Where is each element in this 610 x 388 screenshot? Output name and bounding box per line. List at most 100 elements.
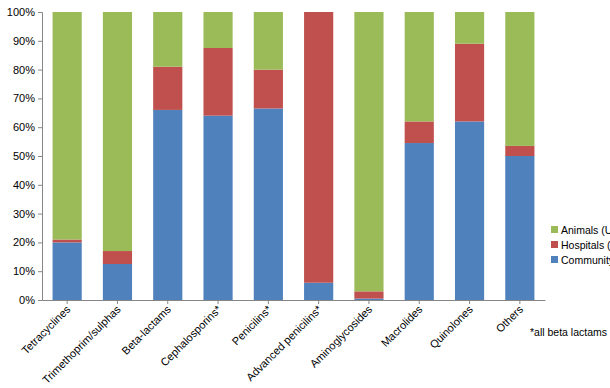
bar [354, 299, 383, 300]
tick-mark [419, 300, 420, 304]
tick: Beta-lactams [119, 300, 173, 357]
x-axis: TetracyclinesTrimethoprim/sulphasBeta-la… [19, 300, 545, 386]
tick: Trimethoprim/sulphas [40, 300, 123, 386]
tick-mark [38, 185, 42, 186]
bar [103, 251, 132, 264]
tick-label: Penicilins* [229, 302, 274, 347]
legend-item: Hospitals (E, W) [551, 239, 610, 251]
legend: Animals (UK) Hospitals (E, W) Community (U… [551, 224, 610, 266]
tick-mark [519, 300, 520, 304]
tick: 30% [13, 208, 42, 220]
annotation: *all beta lactams [530, 326, 607, 338]
bar [254, 12, 283, 70]
bar [53, 242, 82, 300]
legend-label: Animals (UK) [561, 224, 610, 236]
tick-label: Cephalosporins* [158, 302, 224, 368]
tick-mark [117, 300, 118, 304]
tick-label: 90% [13, 35, 35, 47]
bar [304, 283, 333, 300]
tick-label: Others [493, 303, 525, 335]
bar [455, 121, 484, 300]
tick-mark [469, 300, 470, 304]
tick: 100% [7, 6, 42, 18]
tick-label: Advanced penicilins* [244, 302, 325, 383]
tick-mark [38, 156, 42, 157]
tick-mark [318, 300, 319, 304]
bar [505, 156, 534, 300]
tick-mark [38, 242, 42, 243]
tick-label: Aminoglycosides [308, 303, 375, 370]
tick: 50% [13, 150, 42, 162]
tick-mark [38, 214, 42, 215]
bar [53, 240, 82, 243]
tick-mark [218, 300, 219, 304]
tick-mark [67, 300, 68, 304]
bar [153, 12, 182, 67]
tick-mark [167, 300, 168, 304]
legend-swatch [551, 256, 558, 263]
tick: 40% [13, 179, 42, 191]
tick-mark [38, 127, 42, 128]
tick-label: 80% [13, 64, 35, 76]
bar [254, 108, 283, 300]
tick-label: 100% [7, 6, 35, 18]
tick: 60% [13, 121, 42, 133]
tick-label: Quinolones [427, 303, 475, 351]
tick: Others [493, 300, 525, 335]
tick: Macrolides [379, 300, 425, 349]
y-axis: 0% 10% 20% 30% 40% 50% 60% 70% 80% 90% 100% [7, 6, 43, 306]
tick-mark [38, 271, 42, 272]
tick: 0% [19, 294, 42, 306]
series [53, 12, 535, 299]
bar [103, 12, 132, 251]
axis-line [38, 13, 43, 301]
tick: Tetracyclines [19, 300, 73, 356]
bar [203, 48, 232, 116]
tick-mark [38, 98, 42, 99]
tick: Advanced penicilins* [244, 300, 325, 383]
tick: Quinolones [427, 300, 475, 351]
chart: 0% 10% 20% 30% 40% 50% 60% 70% 80% 90% 100% Tetracy… [0, 0, 610, 388]
legend-label: Community (UK) [561, 254, 610, 266]
tick-label: 10% [13, 265, 35, 277]
bar [505, 12, 534, 146]
bar [153, 67, 182, 110]
tick-label: 40% [13, 179, 35, 191]
tick-label: Beta-lactams [119, 303, 173, 357]
bar [505, 146, 534, 156]
bar [304, 12, 333, 13]
bar [203, 12, 232, 48]
bar [455, 12, 484, 44]
tick-mark [268, 300, 269, 304]
tick-mark [38, 300, 42, 301]
legend-item: Animals (UK) [551, 224, 610, 236]
tick-label: 60% [13, 121, 35, 133]
legend-swatch [551, 226, 558, 233]
plot: 0% 10% 20% 30% 40% 50% 60% 70% 80% 90% 100% Tetracy… [7, 6, 546, 386]
tick: Penicilins* [229, 300, 274, 347]
tick-label: 30% [13, 208, 35, 220]
tick-mark [368, 300, 369, 304]
tick: Aminoglycosides [308, 300, 375, 370]
tick-label: 20% [13, 236, 35, 248]
tick-label: 70% [13, 92, 35, 104]
tick: 10% [13, 265, 42, 277]
tick-label: 50% [13, 150, 35, 162]
bar [153, 110, 182, 300]
bar [203, 116, 232, 300]
tick: 90% [13, 35, 42, 47]
bar [254, 70, 283, 109]
tick-label: Macrolides [379, 303, 425, 349]
bar [405, 121, 434, 143]
tick-label: Trimethoprim/sulphas [40, 303, 123, 386]
bar [405, 12, 434, 121]
tick: 80% [13, 64, 42, 76]
tick: 70% [13, 92, 42, 104]
bar [354, 12, 383, 291]
legend-swatch [551, 241, 558, 248]
series [53, 12, 535, 291]
bars [53, 12, 535, 300]
tick-label: 0% [19, 294, 35, 306]
bar [103, 264, 132, 300]
tick-label: Tetracyclines [19, 303, 73, 357]
